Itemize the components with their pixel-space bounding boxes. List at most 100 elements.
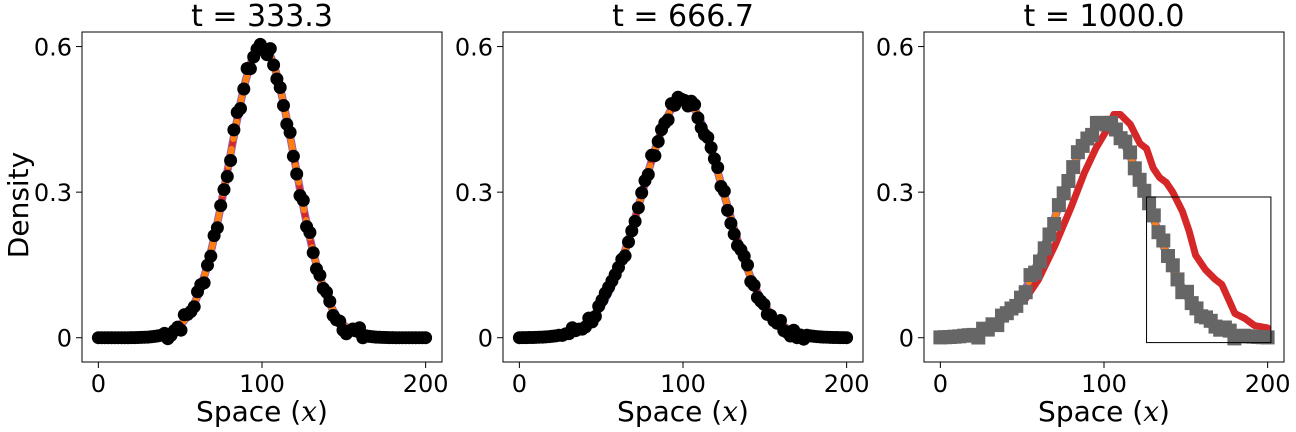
data-point <box>217 183 231 197</box>
series-line-red <box>1022 111 1272 332</box>
panel-title: t = 333.3 <box>191 0 333 34</box>
data-point <box>1033 254 1047 269</box>
x-axis-label: Space (x) <box>1038 395 1170 428</box>
data-point <box>283 125 297 139</box>
data-point <box>747 278 761 292</box>
series-line-1 <box>515 95 851 342</box>
data-point <box>727 227 741 241</box>
data-point <box>224 154 238 167</box>
data-point <box>220 170 234 183</box>
panel-2: 0 100 200 0 0.3 0.6 t = 666.7 Space (x) <box>455 0 870 428</box>
data-point <box>323 294 337 308</box>
data-point <box>1180 284 1194 299</box>
x-axis-label: Space (x) <box>617 395 749 428</box>
data-point <box>296 193 310 207</box>
data-point <box>757 297 771 311</box>
data-point <box>273 81 287 94</box>
data-point <box>1123 145 1138 160</box>
x-tick-label: 200 <box>824 370 870 398</box>
data-point <box>1137 183 1152 198</box>
axes-frame <box>81 31 443 363</box>
series-line-2 <box>516 96 850 341</box>
series-line-3 <box>516 96 850 341</box>
x-tick-label: 200 <box>1245 370 1291 398</box>
data-point <box>1165 258 1180 273</box>
data-point <box>267 58 281 72</box>
y-tick-label: 0.6 <box>34 34 72 62</box>
x-tick-label: 100 <box>1081 370 1127 398</box>
data-point <box>1132 172 1147 187</box>
data-point <box>290 167 304 181</box>
data-point <box>651 135 665 148</box>
axes-frame <box>502 31 864 363</box>
data-point <box>840 331 854 345</box>
data-point <box>227 123 241 137</box>
data-point <box>711 161 725 174</box>
x-tick-label: 200 <box>403 370 449 398</box>
data-point <box>210 221 224 235</box>
data-point <box>717 184 731 198</box>
y-tick-label: 0.3 <box>876 179 914 207</box>
data-point <box>701 130 715 144</box>
data-point <box>277 99 290 112</box>
plot-area <box>512 90 854 346</box>
y-tick-label: 0.3 <box>455 179 493 207</box>
series-line-1 <box>936 120 1272 342</box>
data-point <box>1066 160 1081 175</box>
data-point <box>1061 174 1076 188</box>
data-point <box>1047 217 1062 231</box>
series-line-1 <box>94 42 430 342</box>
data-point <box>774 314 787 327</box>
data-point <box>721 203 735 217</box>
panel-3: 0 100 200 0 0.3 0.6 t = 1000.0 Space (x) <box>876 0 1291 428</box>
y-tick-label: 0 <box>478 325 493 353</box>
data-point <box>174 323 188 337</box>
data-point <box>1127 161 1142 176</box>
x-tick-label: 100 <box>660 370 706 398</box>
data-point <box>688 98 702 112</box>
data-point <box>1118 134 1133 149</box>
data-point <box>618 249 632 263</box>
x-tick-label: 100 <box>239 370 285 398</box>
data-point <box>303 226 317 239</box>
series-line-2 <box>95 43 429 341</box>
data-point <box>1037 241 1052 256</box>
data-point <box>1018 285 1033 300</box>
x-tick-label: 0 <box>91 370 106 398</box>
panel-title: t = 1000.0 <box>1024 0 1185 34</box>
data-point <box>197 276 211 290</box>
data-point <box>1028 265 1043 280</box>
data-point <box>704 141 718 155</box>
data-point <box>1156 233 1171 248</box>
data-point <box>1142 196 1157 211</box>
data-point <box>187 300 201 314</box>
data-point <box>306 246 320 260</box>
series-line-2 <box>937 121 1271 341</box>
y-tick-label: 0.3 <box>34 179 72 207</box>
y-tick-label: 0.6 <box>876 34 914 62</box>
x-tick-label: 0 <box>933 370 948 398</box>
data-point <box>641 168 655 181</box>
plot-area <box>91 37 433 346</box>
x-axis-label: Space (x) <box>196 395 328 428</box>
data-point <box>286 149 300 163</box>
data-point <box>237 82 251 96</box>
data-point <box>631 201 645 215</box>
data-point <box>419 331 433 345</box>
data-point <box>1146 208 1161 223</box>
data-point <box>313 268 327 282</box>
data-point <box>628 214 642 228</box>
y-tick-label: 0 <box>57 325 72 353</box>
data-point <box>1170 272 1185 287</box>
data-point <box>622 235 635 249</box>
data-point <box>1085 127 1100 142</box>
data-point <box>263 42 277 56</box>
y-tick-label: 0 <box>899 325 914 353</box>
panel-1: 0 100 200 0 0.3 0.6 t = 333.3 Space (x) <box>34 0 449 428</box>
data-point <box>648 149 662 163</box>
data-point <box>204 249 218 263</box>
data-point <box>243 62 257 76</box>
data-point <box>1056 186 1071 201</box>
data-point <box>234 102 247 115</box>
data-point <box>724 216 738 230</box>
